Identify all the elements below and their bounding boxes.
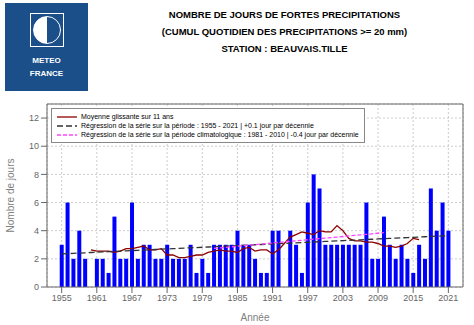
html-text:NOMBRE DE JOURS DE FORTES PREC: NOMBRE DE JOURS DE FORTES PRECIPITATIONS [168,9,401,20]
html-text:STATION : BEAUVAIS.TILLE: STATION : BEAUVAIS.TILLE [221,43,348,54]
html-text:Moyenne glissante sur 11 ans: Moyenne glissante sur 11 ans [81,113,174,120]
svg-text:2009: 2009 [368,293,388,303]
svg-text:2015: 2015 [403,293,423,303]
svg-text:1979: 1979 [192,293,212,303]
html-text:METEO: METEO [32,56,61,65]
svg-text:Année: Année [241,312,270,323]
html-text:Régression de la série sur la: Régression de la série sur la période cl… [81,131,359,138]
svg-text:1985: 1985 [227,293,247,303]
svg-text:4: 4 [34,226,39,236]
html-text:Régression de la série sur la: Régression de la série sur la période : … [81,122,314,129]
svg-text:2: 2 [34,254,39,264]
svg-text:1997: 1997 [298,293,318,303]
svg-text:1973: 1973 [157,293,177,303]
svg-text:2021: 2021 [438,293,458,303]
svg-text:1967: 1967 [122,293,142,303]
svg-text:Nombre de jours: Nombre de jours [8,159,16,233]
html-text:(CUMUL QUOTIDIEN DES PRECIPITA: (CUMUL QUOTIDIEN DES PRECIPITATIONS >= 2… [161,26,408,37]
html-text:FRANCE: FRANCE [29,69,64,78]
svg-text:8: 8 [34,170,39,180]
svg-text:1955: 1955 [52,293,72,303]
svg-text:0: 0 [34,282,39,292]
svg-text:2003: 2003 [333,293,353,303]
svg-text:6: 6 [34,198,39,208]
svg-text:1961: 1961 [87,293,107,303]
svg-text:10: 10 [29,141,39,151]
svg-text:12: 12 [29,113,39,123]
svg-text:1991: 1991 [263,293,283,303]
